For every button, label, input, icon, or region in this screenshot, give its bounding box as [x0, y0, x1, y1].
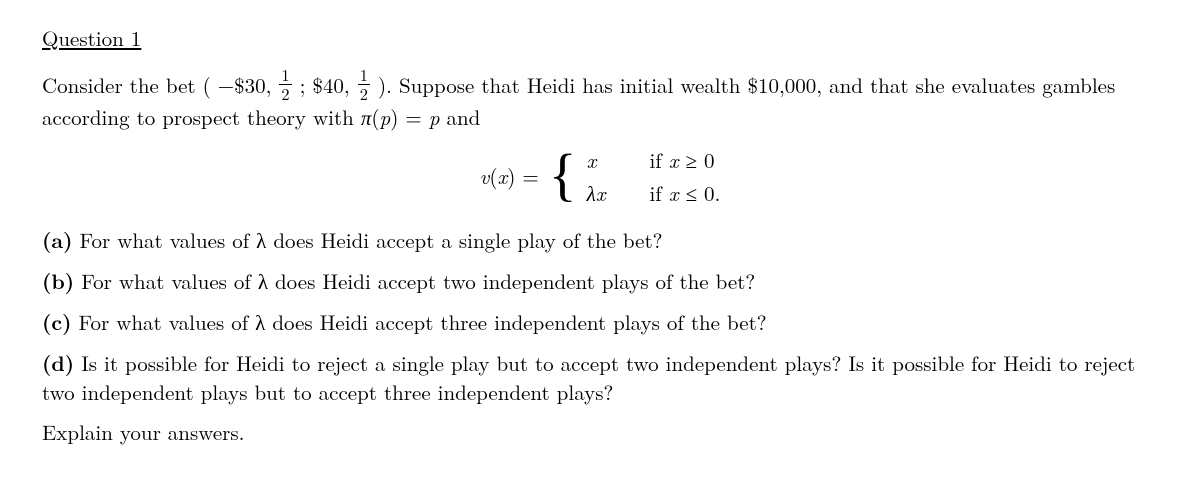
part-a-text: For what values of λ does Heidi accept a… — [73, 225, 663, 255]
question-title: Question 1 — [42, 24, 1158, 53]
part-d-label: (d) — [42, 348, 74, 378]
part-b: (b) For what values of λ does Heidi acce… — [42, 267, 1158, 296]
var-p: p — [380, 102, 391, 132]
part-c: (c) For what values of λ does Heidi acce… — [42, 308, 1158, 337]
case1-condition: if x ≥ 0 — [649, 146, 720, 175]
explain-line: Explain your answers. — [42, 418, 1158, 447]
fraction-one-half: 12 — [279, 67, 291, 103]
fraction-one-half-b: 12 — [358, 67, 370, 103]
document-page: Question 1 Consider the bet ( −$30, 12 ;… — [0, 0, 1200, 483]
part-c-label: (c) — [42, 307, 72, 337]
part-d-text: Is it possible for Heidi to reject a sin… — [42, 348, 1135, 407]
intro-and: and — [439, 102, 480, 132]
part-a: (a) For what values of λ does Heidi acce… — [42, 226, 1158, 255]
var-p-rhs: p — [429, 102, 440, 132]
part-a-label: (a) — [42, 225, 73, 255]
intro-text-mid: ; $40, — [293, 70, 357, 100]
vx-lhs: v(x) = — [480, 162, 539, 191]
value-function-equation: v(x) = { x if x ≥ 0 λx if x ≤ 0. — [42, 146, 1158, 208]
part-d: (d) Is it possible for Heidi to reject a… — [42, 349, 1158, 407]
question-parts: (a) For what values of λ does Heidi acce… — [42, 226, 1158, 448]
part-c-text: For what values of λ does Heidi accept t… — [72, 307, 767, 337]
intro-paragraph: Consider the bet ( −$30, 12 ; $40, 12 ).… — [42, 67, 1158, 132]
eq-sign: = — [398, 102, 428, 132]
part-b-text: For what values of λ does Heidi accept t… — [74, 266, 755, 296]
piecewise-cases: x if x ≥ 0 λx if x ≤ 0. — [587, 146, 721, 208]
intro-text-pre: Consider the bet ( −$30, — [42, 70, 278, 100]
case1-value: x — [587, 146, 606, 175]
part-b-label: (b) — [42, 266, 74, 296]
case2-value: λx — [587, 179, 606, 208]
case2-condition: if x ≤ 0. — [649, 179, 720, 208]
open-paren: ( — [371, 102, 379, 132]
pi-symbol: π — [361, 102, 372, 132]
